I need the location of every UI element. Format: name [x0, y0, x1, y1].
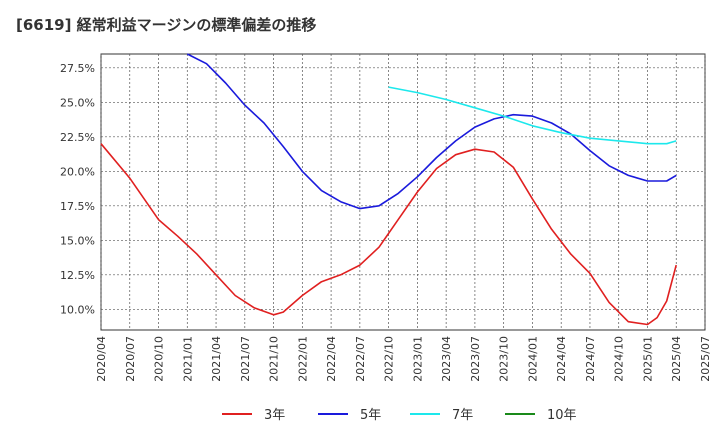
series-line-7年 [388, 86, 677, 145]
y-tick-label: 15.0% [60, 234, 95, 247]
x-tick-label: 2023/04 [440, 336, 453, 382]
x-tick-label: 2020/10 [153, 336, 166, 382]
y-tick-label: 17.5% [60, 200, 95, 213]
y-tick-label: 22.5% [60, 131, 95, 144]
legend-label: 7年 [452, 408, 473, 423]
series-lines [100, 53, 677, 326]
legend-label: 10年 [547, 408, 577, 423]
x-tick-label: 2020/04 [95, 336, 108, 382]
legend-label: 5年 [360, 408, 381, 423]
x-tick-label: 2024/10 [613, 336, 626, 382]
series-line-5年 [186, 53, 677, 210]
x-tick-label: 2024/04 [555, 336, 568, 382]
x-tick-label: 2021/01 [181, 336, 194, 382]
y-tick-label: 12.5% [60, 269, 95, 282]
series-line-3年 [100, 143, 677, 326]
y-axis-ticks: 10.0% 12.5% 15.0% 17.5% 20.0% 22.5% 25.0% 27.5% [60, 62, 95, 316]
x-tick-label: 2025/04 [670, 336, 683, 382]
y-tick-label: 10.0% [60, 303, 95, 316]
legend-label: 3年 [264, 408, 285, 423]
x-tick-label: 2024/07 [584, 336, 597, 382]
x-tick-label: 2024/01 [526, 336, 539, 382]
y-tick-label: 27.5% [60, 62, 95, 75]
y-tick-label: 20.0% [60, 165, 95, 178]
x-tick-label: 2023/01 [411, 336, 424, 382]
x-axis-ticks: 2020/04 2020/07 2020/10 2021/01 2021/04 2021/… [95, 336, 712, 382]
x-tick-label: 2022/01 [296, 336, 309, 382]
x-tick-label: 2022/04 [325, 336, 338, 382]
chart-title: [6619] 経常利益マージンの標準偏差の推移 [16, 16, 317, 34]
x-tick-label: 2021/04 [210, 336, 223, 382]
x-tick-label: 2021/07 [239, 336, 252, 382]
x-tick-label: 2022/07 [354, 336, 367, 382]
x-tick-label: 2023/10 [498, 336, 511, 382]
x-tick-label: 2025/01 [641, 336, 654, 382]
x-tick-label: 2022/10 [383, 336, 396, 382]
x-tick-label: 2020/07 [124, 336, 137, 382]
x-tick-label: 2023/07 [469, 336, 482, 382]
legend: 3年 5年 7年 10年 [222, 408, 577, 423]
plot-area [100, 53, 706, 331]
x-tick-label: 2021/10 [268, 336, 281, 382]
y-tick-label: 25.0% [60, 96, 95, 109]
x-tick-label: 2025/07 [699, 336, 712, 382]
